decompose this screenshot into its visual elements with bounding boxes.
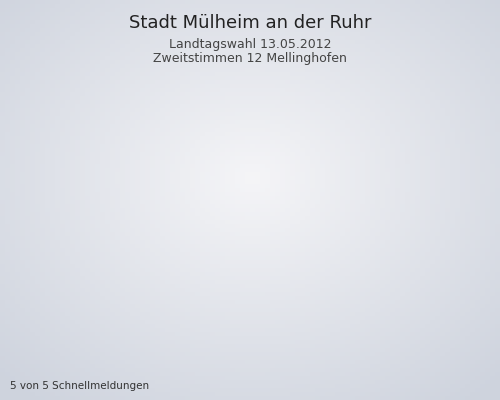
Text: CDU: CDU	[46, 328, 71, 338]
Text: 13,67 %: 13,67 %	[36, 315, 82, 325]
Text: 11,50 %: 11,50 %	[165, 315, 210, 325]
Text: 4,62 %: 4,62 %	[427, 315, 466, 325]
Bar	[106, 96, 114, 292]
Bar	[234, 275, 244, 292]
Text: GRÜNE: GRÜNE	[168, 328, 208, 338]
Bar	[300, 283, 335, 292]
Bar	[428, 276, 438, 292]
Text: 4,81 %: 4,81 %	[233, 315, 272, 325]
Bar	[106, 96, 141, 292]
Text: Zweitstimmen 12 Mellinghofen: Zweitstimmen 12 Mellinghofen	[153, 52, 347, 65]
Bar	[300, 283, 308, 292]
Text: 7,64 %: 7,64 %	[362, 315, 401, 325]
Text: Sonstige: Sonstige	[422, 328, 470, 338]
Text: 2,59 %: 2,59 %	[298, 315, 337, 325]
Text: FDP: FDP	[242, 328, 264, 338]
Bar	[428, 276, 464, 292]
Bar	[170, 251, 205, 292]
Bar	[364, 265, 400, 292]
Bar	[234, 275, 270, 292]
Bar	[170, 251, 179, 292]
Bar	[41, 244, 76, 292]
Bar	[41, 244, 50, 292]
Text: PIRATEN: PIRATEN	[358, 328, 405, 338]
Text: DIE
LINKE: DIE LINKE	[301, 328, 333, 349]
Text: Landtagswahl 13.05.2012: Landtagswahl 13.05.2012	[169, 38, 331, 51]
Text: 55,16 %: 55,16 %	[100, 315, 146, 325]
Bar	[364, 265, 373, 292]
Text: 5 von 5 Schnellmeldungen: 5 von 5 Schnellmeldungen	[10, 381, 149, 391]
Text: Stadt Mülheim an der Ruhr: Stadt Mülheim an der Ruhr	[129, 14, 371, 32]
Text: SPD: SPD	[112, 328, 134, 338]
